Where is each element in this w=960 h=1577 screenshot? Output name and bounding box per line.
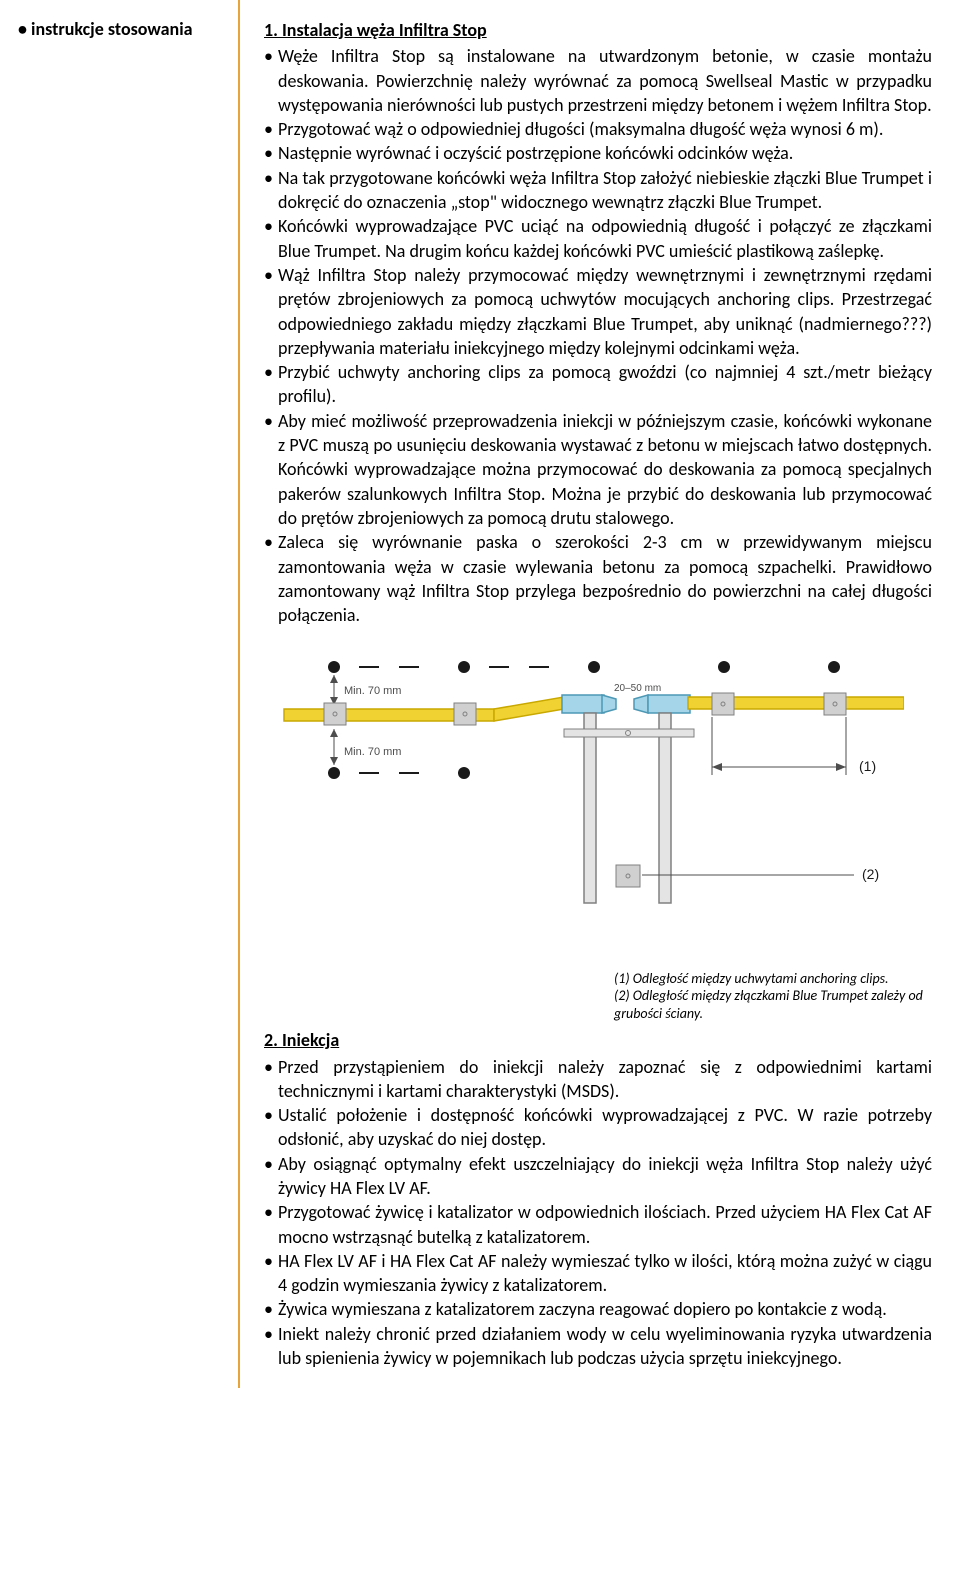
bullet-dot: • [264,1297,278,1321]
bullet-text: Końcówki wyprowadzające PVC uciąć na odp… [278,214,932,263]
list-item: •Przygotować wąż o odpowiedniej długości… [264,117,932,141]
bullet-dot: • [264,1249,278,1298]
list-item: •Ustalić położenie i dostępność końcówki… [264,1103,932,1152]
clip-icon [616,865,640,887]
bullet-dot: • [264,141,278,165]
caption-line-1: (1) Odległość między uchwytami anchoring… [614,970,932,988]
list-item: •Na tak przygotowane końcówki węża Infil… [264,166,932,215]
bullet-text: Przygotować wąż o odpowiedniej długości … [278,117,932,141]
list-item: •Przygotować żywicę i katalizator w odpo… [264,1200,932,1249]
bullet-text: Wąż Infiltra Stop należy przymocować mię… [278,263,932,360]
clip-icon [454,703,476,725]
right-column: 1. Instalacja węża Infiltra Stop •Węże I… [240,0,960,1388]
section2-title: 2. Iniekcja [264,1028,932,1052]
bullet-text: Iniekt należy chronić przed działaniem w… [278,1322,932,1371]
bullet-text: Na tak przygotowane końcówki węża Infilt… [278,166,932,215]
bullet-text: Aby osiągnąć optymalny efekt uszczelniaj… [278,1152,932,1201]
diagram-label-range: 20–50 mm [614,683,661,694]
bullet-text: HA Flex LV AF i HA Flex Cat AF należy wy… [278,1249,932,1298]
bullet-text: Żywica wymieszana z katalizatorem zaczyn… [278,1297,932,1321]
bullet-dot: • [264,1055,278,1104]
bullet-dot: • [264,214,278,263]
list-item: •Wąż Infiltra Stop należy przymocować mi… [264,263,932,360]
list-item: •HA Flex LV AF i HA Flex Cat AF należy w… [264,1249,932,1298]
section1-bullets: •Węże Infiltra Stop są instalowane na ut… [264,44,932,627]
bullet-dot: • [264,166,278,215]
bullet-text: Ustalić położenie i dostępność końcówki … [278,1103,932,1152]
list-item: •Węże Infiltra Stop są instalowane na ut… [264,44,932,117]
diagram-svg: Min. 70 mm 20–50 mm [264,637,904,957]
list-item: •Końcówki wyprowadzające PVC uciąć na od… [264,214,932,263]
bullet-dot: • [264,530,278,627]
list-item: •Następnie wyrównać i oczyścić postrzępi… [264,141,932,165]
list-item: •Przed przystąpieniem do iniekcji należy… [264,1055,932,1104]
list-item: •Żywica wymieszana z katalizatorem zaczy… [264,1297,932,1321]
diagram-caption: (1) Odległość między uchwytami anchoring… [614,970,932,1023]
bullet-text: Następnie wyrównać i oczyścić postrzępio… [278,141,932,165]
bullet-text: Węże Infiltra Stop są instalowane na utw… [278,44,932,117]
bullet-text: Przybić uchwyty anchoring clips za pomoc… [278,360,932,409]
list-item: •Zaleca się wyrównanie paska o szerokośc… [264,530,932,627]
bullet-dot: • [264,1200,278,1249]
bullet-dot: • [264,263,278,360]
bullet-text: Zaleca się wyrównanie paska o szerokości… [278,530,932,627]
left-label: • instrukcje stosowania [18,18,226,40]
page-root: • instrukcje stosowania 1. Instalacja wę… [0,0,960,1388]
clip-icon [824,693,846,715]
list-item: •Przybić uchwyty anchoring clips za pomo… [264,360,932,409]
caption-line-2: (2) Odległość między złączkami Blue Trum… [614,987,932,1022]
bullet-dot: • [264,409,278,530]
bullet-dot: • [264,360,278,409]
diagram-ref-1: (1) [859,758,876,774]
installation-diagram: Min. 70 mm 20–50 mm [264,637,932,963]
clip-icon [712,693,734,715]
clip-icon [324,703,346,725]
diagram-label-min1: Min. 70 mm [344,685,401,697]
bullet-dot: • [264,117,278,141]
diagram-ref-2: (2) [862,866,879,882]
list-item: •Iniekt należy chronić przed działaniem … [264,1322,932,1371]
left-column: • instrukcje stosowania [0,0,240,1388]
bullet-text: Przygotować żywicę i katalizator w odpow… [278,1200,932,1249]
section2-bullets: •Przed przystąpieniem do iniekcji należy… [264,1055,932,1371]
list-item: •Aby osiągnąć optymalny efekt uszczelnia… [264,1152,932,1201]
bullet-dot: • [264,1103,278,1152]
bullet-dot: • [264,1322,278,1371]
bullet-text: Aby mieć możliwość przeprowadzenia iniek… [278,409,932,530]
diagram-label-min2: Min. 70 mm [344,746,401,758]
bullet-dot: • [264,1152,278,1201]
bullet-text: Przed przystąpieniem do iniekcji należy … [278,1055,932,1104]
section1-title: 1. Instalacja węża Infiltra Stop [264,18,932,42]
list-item: •Aby mieć możliwość przeprowadzenia inie… [264,409,932,530]
bullet-dot: • [264,44,278,117]
